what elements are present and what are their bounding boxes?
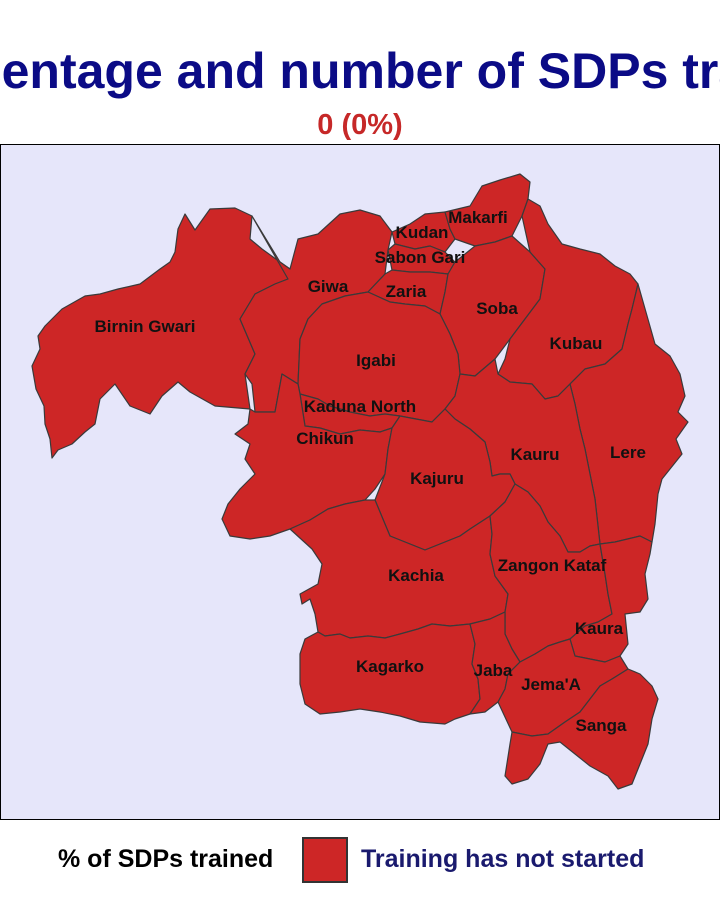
region-label-lere: Lere xyxy=(610,443,646,462)
region-label-sanga: Sanga xyxy=(575,716,627,735)
region-label-makarfi: Makarfi xyxy=(448,208,508,227)
legend-title: % of SDPs trained xyxy=(58,845,274,873)
region-label-jaba: Jaba xyxy=(474,661,513,680)
region-label-giwa: Giwa xyxy=(308,277,349,296)
region-label-chikun: Chikun xyxy=(296,429,354,448)
legend-item-label: Training has not started xyxy=(361,845,645,873)
region-label-birnin-gwari: Birnin Gwari xyxy=(94,317,195,336)
region-label-kudan: Kudan xyxy=(396,223,449,242)
region-label-soba: Soba xyxy=(476,299,518,318)
region-label-jema-a: Jema'A xyxy=(521,675,581,694)
region-label-kajuru: Kajuru xyxy=(410,469,464,488)
regions-layer xyxy=(31,173,689,790)
region-label-kaura: Kaura xyxy=(575,619,624,638)
region-label-sabon-gari: Sabon Gari xyxy=(375,248,466,267)
region-label-zangon-kataf: Zangon Kataf xyxy=(498,556,607,575)
region-label-igabi: Igabi xyxy=(356,351,396,370)
map-panel: Birnin Gwari Giwa Kudan Makarfi Sabon Gari Za… xyxy=(0,144,720,820)
map-subtitle: 0 (0%) xyxy=(317,109,403,141)
region-sanga xyxy=(504,668,659,790)
legend-swatch xyxy=(302,837,348,883)
legend: % of SDPs trained Training has not start… xyxy=(0,836,720,883)
map-title: centage and number of SDPs tra xyxy=(0,43,720,99)
region-label-kauru: Kauru xyxy=(510,445,559,464)
region-label-zaria: Zaria xyxy=(386,282,427,301)
region-label-kubau: Kubau xyxy=(550,334,603,353)
region-label-kaduna-north: Kaduna North xyxy=(304,397,416,416)
region-label-kachia: Kachia xyxy=(388,566,444,585)
region-label-kagarko: Kagarko xyxy=(356,657,424,676)
